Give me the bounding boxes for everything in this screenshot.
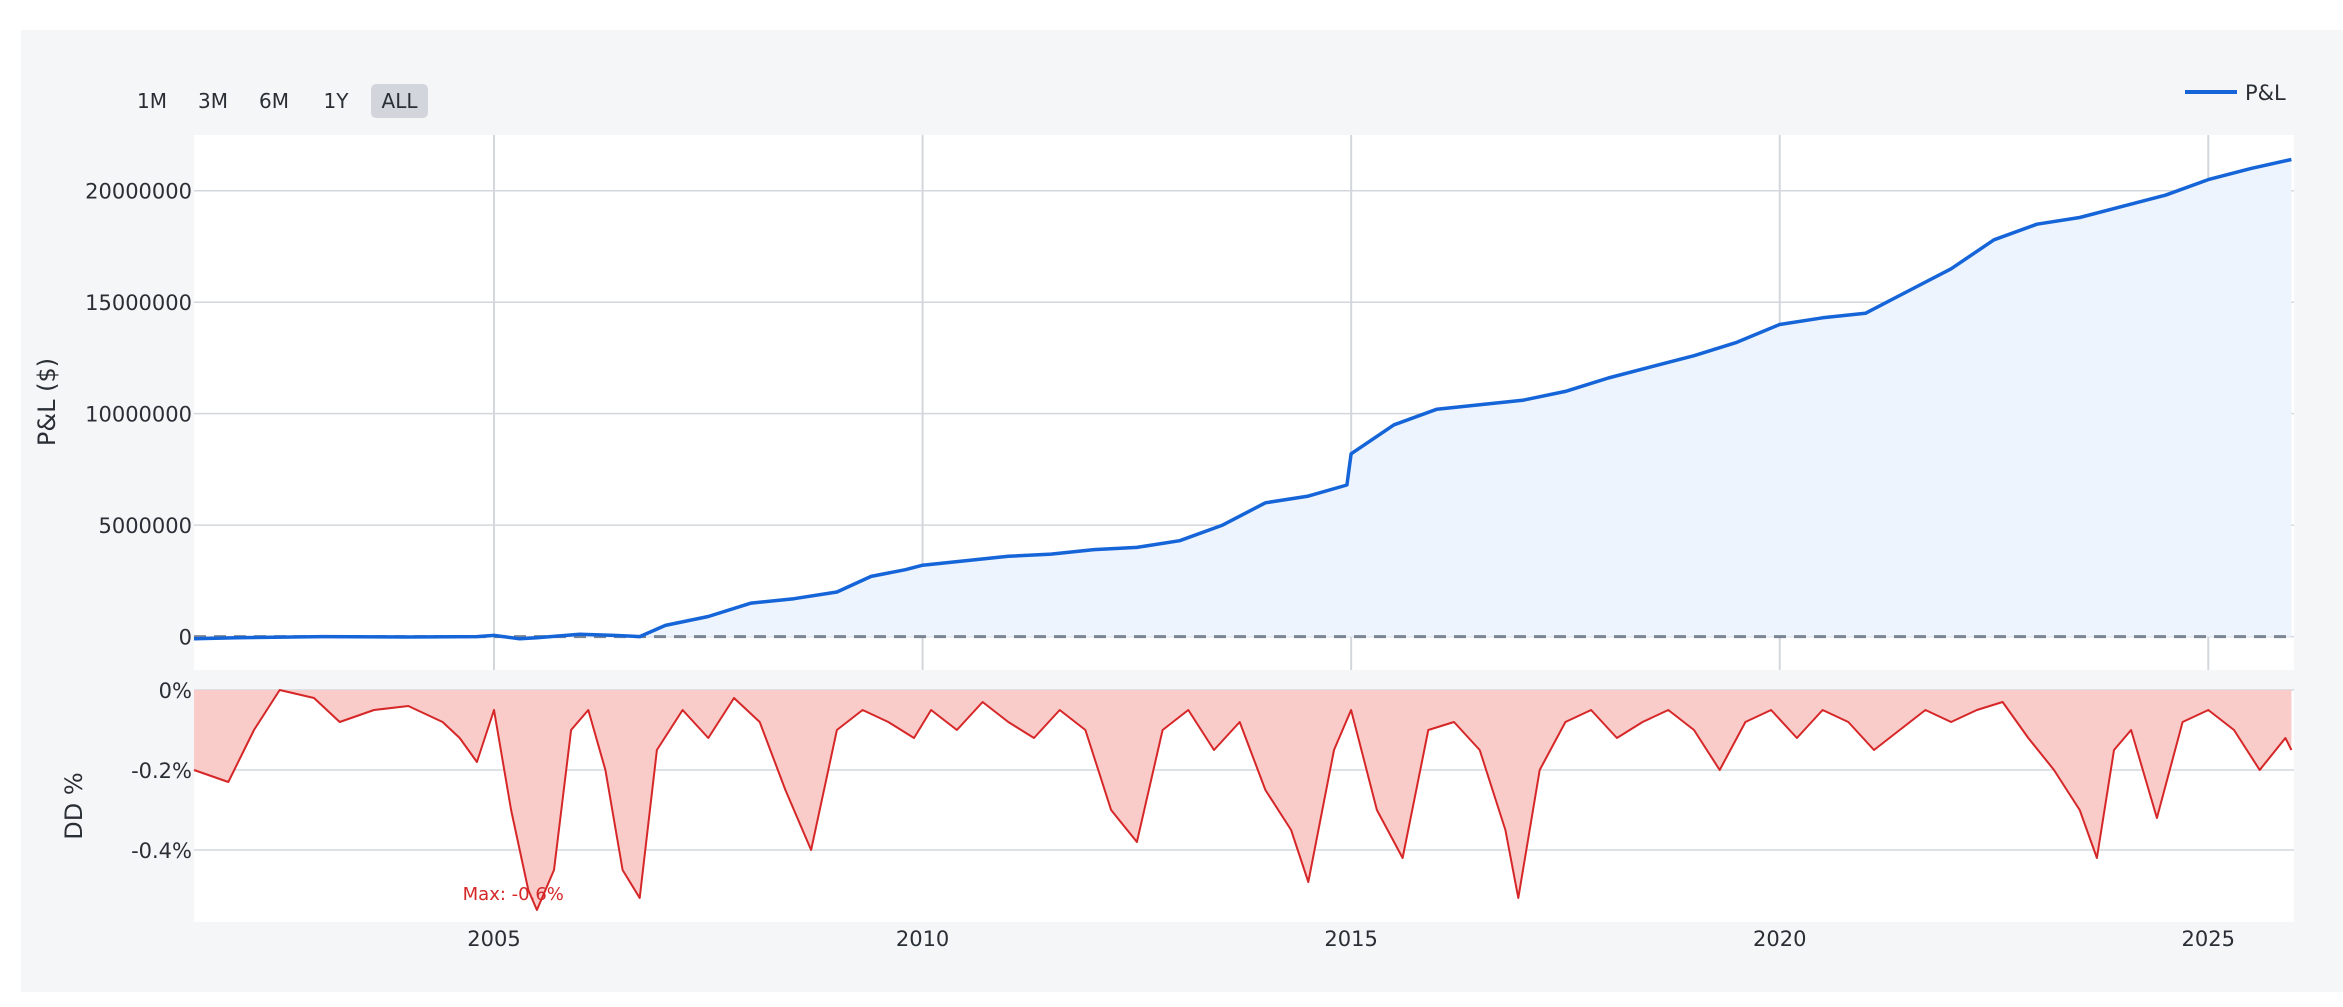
pnl-y-tick-label: 0 xyxy=(179,626,192,650)
range-button-1m[interactable]: 1M xyxy=(137,89,167,113)
x-tick-label: 2010 xyxy=(896,927,949,951)
dd-y-tick-label: -0.4% xyxy=(131,839,192,863)
x-tick-label: 2015 xyxy=(1324,927,1377,951)
max-drawdown-annotation: Max: -0.6% xyxy=(463,884,564,905)
x-tick-label: 2020 xyxy=(1753,927,1806,951)
pnl-y-tick-labels: 0 5000000 10000000 15000000 20000000 xyxy=(85,180,192,650)
dd-area-fill xyxy=(194,690,2292,910)
dd-series-line[interactable] xyxy=(193,689,2293,911)
x-tick-label: 2025 xyxy=(2182,927,2235,951)
range-button-3m[interactable]: 3M xyxy=(198,89,228,113)
pnl-y-axis-title: P&L ($) xyxy=(33,358,61,446)
pnl-area-fill xyxy=(194,159,2292,639)
pnl-y-tick-label: 20000000 xyxy=(85,180,192,204)
pnl-series-line[interactable] xyxy=(193,157,2292,641)
dd-y-tick-labels: 0% -0.2% -0.4% xyxy=(131,679,192,863)
range-button-1y[interactable]: 1Y xyxy=(323,89,349,113)
legend-pnl-label: P&L xyxy=(2245,81,2286,105)
range-button-all[interactable]: ALL xyxy=(371,84,428,118)
pnl-y-tick-label: 5000000 xyxy=(98,514,192,538)
x-tick-label: 2005 xyxy=(467,927,520,951)
dd-y-tick-label: 0% xyxy=(159,679,192,703)
dd-y-axis-title: DD % xyxy=(60,772,88,839)
pnl-y-tick-label: 15000000 xyxy=(85,291,192,315)
range-button-6m[interactable]: 6M xyxy=(259,89,289,113)
x-tick-labels: 2005 2010 2015 2020 2025 xyxy=(467,927,2235,951)
pnl-y-tick-label: 10000000 xyxy=(85,403,192,427)
dd-y-tick-label: -0.2% xyxy=(131,759,192,783)
legend[interactable]: P&L xyxy=(2185,81,2286,105)
